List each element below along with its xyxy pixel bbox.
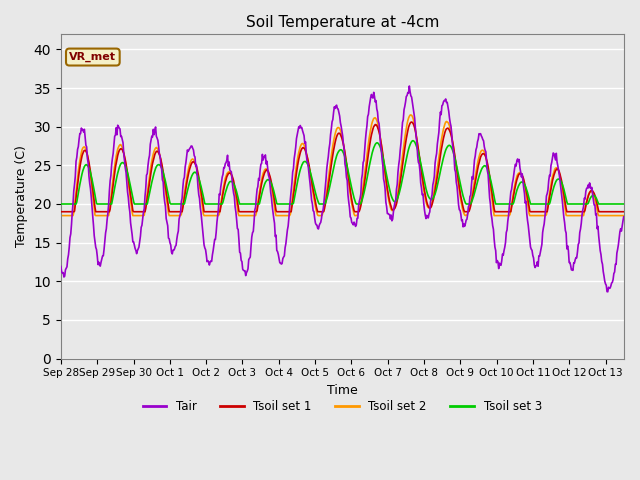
- Legend: Tair, Tsoil set 1, Tsoil set 2, Tsoil set 3: Tair, Tsoil set 1, Tsoil set 2, Tsoil se…: [138, 395, 547, 418]
- Y-axis label: Temperature (C): Temperature (C): [15, 145, 28, 247]
- Text: VR_met: VR_met: [69, 52, 116, 62]
- X-axis label: Time: Time: [327, 384, 358, 397]
- Title: Soil Temperature at -4cm: Soil Temperature at -4cm: [246, 15, 439, 30]
